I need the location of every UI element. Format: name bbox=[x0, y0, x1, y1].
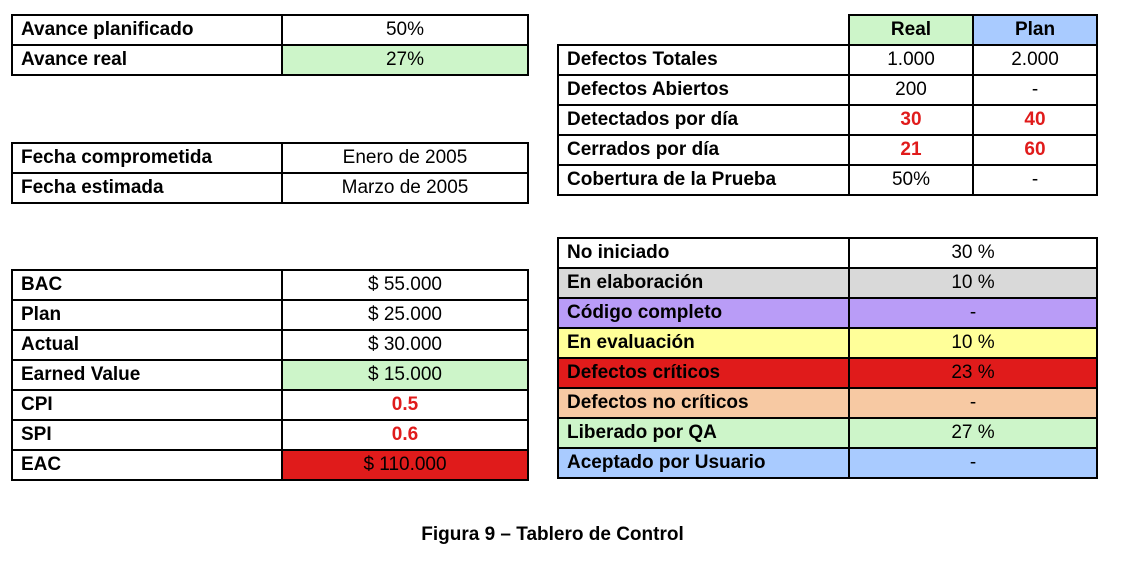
status-label: Defectos críticos bbox=[557, 357, 850, 389]
progress-value: 50% bbox=[281, 14, 529, 46]
ev-value: 0.6 bbox=[281, 419, 529, 451]
table-row: Cobertura de la Prueba 50% - bbox=[557, 164, 1098, 196]
status-value: - bbox=[848, 297, 1098, 329]
table-row: Liberado por QA 27 % bbox=[557, 417, 1098, 449]
table-row: Fecha estimada Marzo de 2005 bbox=[11, 172, 529, 204]
date-value: Enero de 2005 bbox=[281, 142, 529, 174]
status-value: 30 % bbox=[848, 237, 1098, 269]
defect-real: 1.000 bbox=[848, 44, 974, 76]
ev-value: $ 25.000 bbox=[281, 299, 529, 331]
defect-real: 21 bbox=[848, 134, 974, 166]
status-label: Defectos no críticos bbox=[557, 387, 850, 419]
table-row: CPI 0.5 bbox=[11, 389, 529, 421]
table-row: En elaboración 10 % bbox=[557, 267, 1098, 299]
defect-real: 50% bbox=[848, 164, 974, 196]
ev-label: EAC bbox=[11, 449, 283, 481]
ev-label: Actual bbox=[11, 329, 283, 361]
defect-plan: 60 bbox=[972, 134, 1098, 166]
progress-table: Avance planificado 50% Avance real 27% bbox=[11, 14, 529, 76]
header-spacer bbox=[558, 15, 849, 45]
table-row: SPI 0.6 bbox=[11, 419, 529, 451]
table-row: Detectados por día 30 40 bbox=[557, 104, 1098, 136]
defect-real: 30 bbox=[848, 104, 974, 136]
ev-label: Plan bbox=[11, 299, 283, 331]
figure-caption: Figura 9 – Tablero de Control bbox=[421, 524, 684, 545]
defect-real: 200 bbox=[848, 74, 974, 106]
defect-label: Defectos Abiertos bbox=[557, 74, 850, 106]
defect-plan: 2.000 bbox=[972, 44, 1098, 76]
ev-label: Earned Value bbox=[11, 359, 283, 391]
column-header-real: Real bbox=[848, 14, 974, 46]
progress-value: 27% bbox=[281, 44, 529, 76]
ev-value: $ 30.000 bbox=[281, 329, 529, 361]
status-label: En elaboración bbox=[557, 267, 850, 299]
table-row: Earned Value $ 15.000 bbox=[11, 359, 529, 391]
ev-label: BAC bbox=[11, 269, 283, 301]
status-label: Código completo bbox=[557, 297, 850, 329]
ev-value: $ 15.000 bbox=[281, 359, 529, 391]
table-row: En evaluación 10 % bbox=[557, 327, 1098, 359]
status-value: - bbox=[848, 387, 1098, 419]
ev-value: $ 55.000 bbox=[281, 269, 529, 301]
ev-label: SPI bbox=[11, 419, 283, 451]
date-label: Fecha estimada bbox=[11, 172, 283, 204]
status-value: 27 % bbox=[848, 417, 1098, 449]
status-value: - bbox=[848, 447, 1098, 479]
table-row: Defectos críticos 23 % bbox=[557, 357, 1098, 389]
ev-label: CPI bbox=[11, 389, 283, 421]
progress-label: Avance real bbox=[11, 44, 283, 76]
status-table: No iniciado 30 % En elaboración 10 % Cód… bbox=[557, 237, 1098, 479]
dates-table: Fecha comprometida Enero de 2005 Fecha e… bbox=[11, 142, 529, 204]
table-row: Cerrados por día 21 60 bbox=[557, 134, 1098, 166]
ev-value: $ 110.000 bbox=[281, 449, 529, 481]
ev-value: 0.5 bbox=[281, 389, 529, 421]
table-row: Defectos Totales 1.000 2.000 bbox=[557, 44, 1098, 76]
table-row: Actual $ 30.000 bbox=[11, 329, 529, 361]
table-row: Defectos no críticos - bbox=[557, 387, 1098, 419]
defect-label: Cerrados por día bbox=[557, 134, 850, 166]
defect-plan: - bbox=[972, 74, 1098, 106]
status-value: 23 % bbox=[848, 357, 1098, 389]
date-value: Marzo de 2005 bbox=[281, 172, 529, 204]
table-row: Defectos Abiertos 200 - bbox=[557, 74, 1098, 106]
column-header-plan: Plan bbox=[972, 14, 1098, 46]
table-row: Fecha comprometida Enero de 2005 bbox=[11, 142, 529, 174]
table-header-row: Real Plan bbox=[558, 14, 1098, 46]
defect-label: Detectados por día bbox=[557, 104, 850, 136]
defect-plan: 40 bbox=[972, 104, 1098, 136]
date-label: Fecha comprometida bbox=[11, 142, 283, 174]
table-row: Código completo - bbox=[557, 297, 1098, 329]
defects-table: Real Plan Defectos Totales 1.000 2.000 D… bbox=[557, 14, 1098, 196]
status-label: No iniciado bbox=[557, 237, 850, 269]
table-row: Avance planificado 50% bbox=[11, 14, 529, 46]
defect-label: Cobertura de la Prueba bbox=[557, 164, 850, 196]
progress-label: Avance planificado bbox=[11, 14, 283, 46]
table-row: Plan $ 25.000 bbox=[11, 299, 529, 331]
defect-plan: - bbox=[972, 164, 1098, 196]
status-label: Liberado por QA bbox=[557, 417, 850, 449]
table-row: EAC $ 110.000 bbox=[11, 449, 529, 481]
status-label: Aceptado por Usuario bbox=[557, 447, 850, 479]
status-value: 10 % bbox=[848, 327, 1098, 359]
table-row: No iniciado 30 % bbox=[557, 237, 1098, 269]
status-value: 10 % bbox=[848, 267, 1098, 299]
status-label: En evaluación bbox=[557, 327, 850, 359]
defect-label: Defectos Totales bbox=[557, 44, 850, 76]
earned-value-table: BAC $ 55.000 Plan $ 25.000 Actual $ 30.0… bbox=[11, 269, 529, 481]
table-row: Aceptado por Usuario - bbox=[557, 447, 1098, 479]
table-row: Avance real 27% bbox=[11, 44, 529, 76]
table-row: BAC $ 55.000 bbox=[11, 269, 529, 301]
